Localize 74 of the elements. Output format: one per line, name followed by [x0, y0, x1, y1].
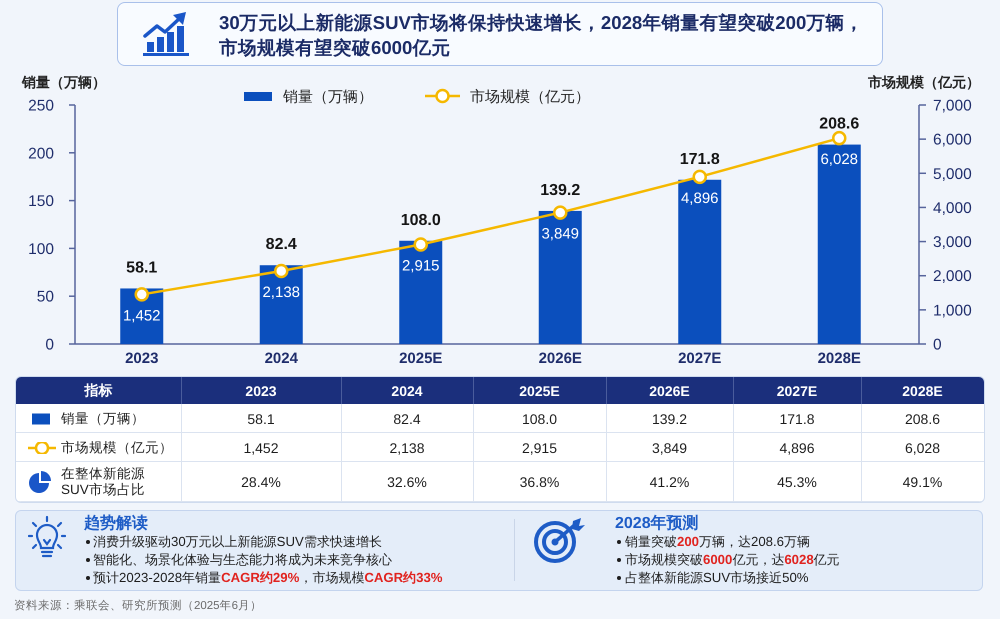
text: 消费升级驱动30万元以上新能源SUV需求快速增长 [93, 533, 382, 550]
text: 32.6% [386, 473, 428, 492]
text: 2,138 [389, 440, 425, 456]
text: 58.1 [247, 410, 275, 426]
y-tick-label: 150 [28, 193, 54, 210]
y2-tick-label: 4,000 [933, 200, 972, 217]
text: 171.8 [779, 410, 815, 426]
chart-title: 30万元以上新能源SUV市场将保持快速增长，2028年销量有望突破200万辆，市场规模有望突破6000亿元 [219, 11, 864, 60]
category-label: 2024 [391, 382, 423, 398]
data-label: 4,896 [680, 190, 719, 207]
text: 趋势解读 [84, 514, 148, 534]
y-axis-title: 销量（万辆） [21, 74, 106, 90]
text: 139.2 [652, 410, 688, 426]
text: 市场规模突破6000亿元，达6028亿元 [625, 550, 840, 568]
data-label: 108.0 [400, 212, 441, 229]
text: 208.6 [904, 410, 940, 426]
category-label: 2025E [519, 382, 560, 398]
data-label: 2,138 [262, 284, 300, 302]
data-label: 58.1 [126, 259, 158, 276]
y2-tick-label: 3,000 [933, 234, 972, 252]
text: 82.4 [393, 410, 421, 426]
text: 市场规模（亿元） [61, 440, 173, 454]
text: 在整体新能源SUV市场占比 [61, 466, 146, 498]
y-tick-label: 250 [28, 98, 54, 114]
text: 49.1% [902, 473, 944, 492]
y2-tick-label: 2,000 [933, 268, 972, 286]
data-label: 6,028 [820, 151, 858, 168]
data-label: 139.2 [540, 182, 580, 199]
x-tick-label: 2026E [538, 350, 582, 367]
text: 2,915 [522, 440, 558, 456]
y2-tick-label: 1,000 [933, 302, 972, 320]
legend-label: 销量（万辆） [282, 88, 373, 106]
y2-tick-label: 5,000 [933, 166, 972, 183]
legend-label: 市场规模（亿元） [470, 88, 590, 106]
x-tick-label: 2025E [399, 350, 442, 367]
category-label: 2026E [649, 382, 690, 398]
text: 2028年预测 [615, 514, 699, 534]
y-tick-label: 100 [28, 240, 54, 258]
data-label: 3,849 [541, 226, 580, 243]
y-tick-label: 0 [45, 336, 54, 354]
text: 108.0 [522, 410, 558, 426]
text: 指标 [83, 380, 114, 400]
category-label: 2023 [245, 382, 277, 398]
data-label: 82.4 [266, 236, 297, 254]
text: 4,896 [779, 440, 815, 456]
text: 预计2023-2028年销量CAGR约29%，市场规模CAGR约33% [93, 568, 443, 586]
text: 6,028 [904, 440, 940, 456]
text: 28.4% [240, 473, 282, 492]
text: 占整体新能源SUV市场接近50% [625, 568, 809, 586]
x-tick-label: 2023 [125, 350, 158, 367]
x-tick-label: 2028E [818, 350, 861, 367]
category-label: 2027E [776, 382, 818, 398]
data-label: 171.8 [680, 150, 720, 168]
y2-axis-title: 市场规模（亿元） [867, 74, 980, 90]
data-label: 2,915 [402, 257, 440, 274]
text: 销量突破200万辆，达208.6万辆 [625, 533, 810, 550]
data-label: 1,452 [122, 307, 161, 324]
y2-tick-label: 6,000 [933, 132, 972, 149]
text: 销量（万辆） [61, 410, 145, 426]
category-label: 2028E [902, 382, 943, 398]
x-tick-label: 2024 [264, 350, 299, 367]
text: 1,452 [243, 440, 279, 456]
x-tick-label: 2027E [678, 350, 722, 367]
text: 资料来源：乘联会、研究所预测（2025年6月） [14, 599, 262, 613]
data-label: 208.6 [819, 116, 860, 133]
y-tick-label: 200 [28, 145, 54, 162]
text: 3,849 [652, 440, 688, 456]
y2-tick-label: 0 [933, 336, 942, 354]
y2-tick-label: 7,000 [933, 98, 972, 114]
text: 41.2% [648, 473, 690, 492]
y-tick-label: 50 [36, 288, 54, 306]
text: 45.3% [776, 473, 818, 492]
text: 36.8% [518, 473, 560, 492]
text: 智能化、场景化体验与生态能力将成为未来竞争核心 [93, 550, 392, 568]
